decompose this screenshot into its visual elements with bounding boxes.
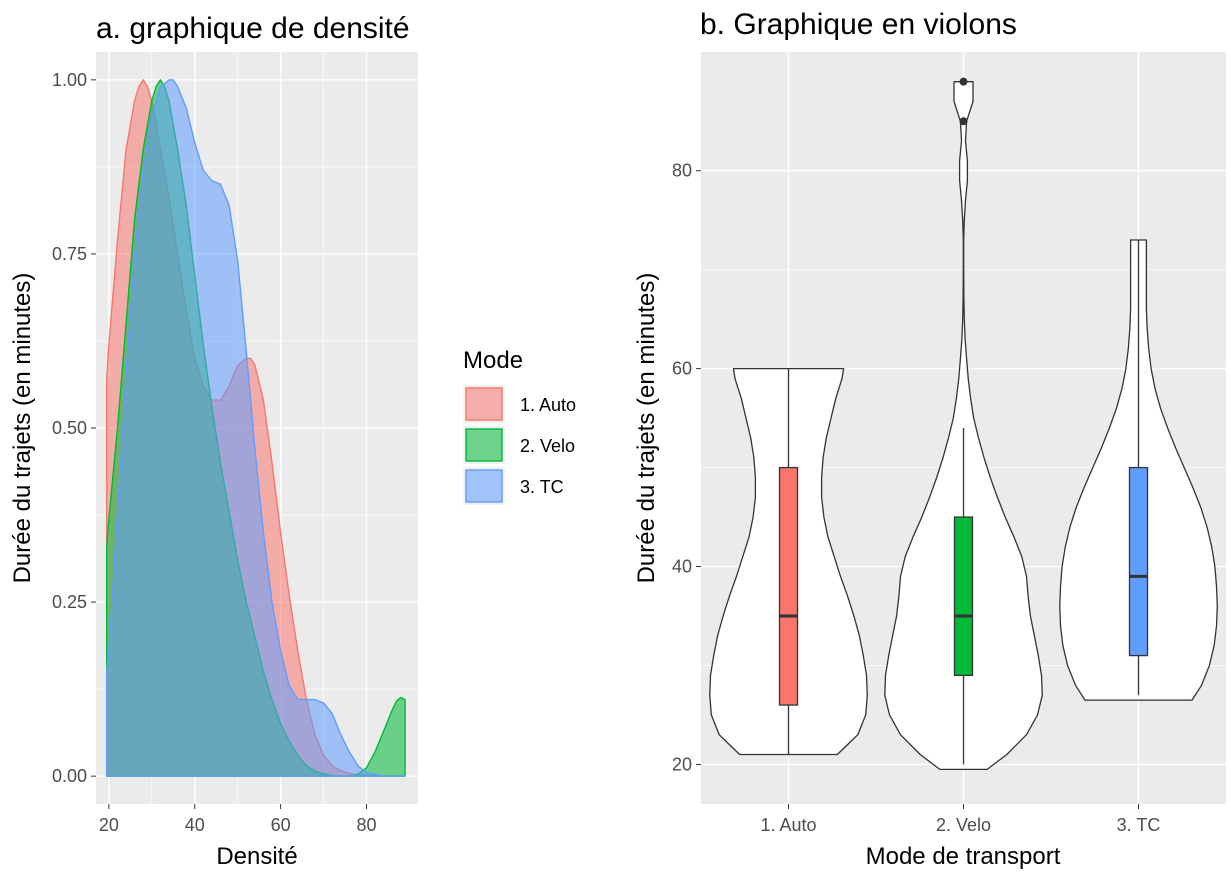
legend-items: 1. Auto 2. Velo 3. TC xyxy=(463,385,576,505)
panel-b-x-axis-title: Mode de transport xyxy=(866,843,1061,870)
panel-a-ticks: 20 40 60 80 0.00 0.25 0.50 0.75 1.00 xyxy=(52,70,377,835)
panel-b-violins xyxy=(709,77,1218,771)
box-1-auto xyxy=(778,466,799,706)
x-tick-label: 3. TC xyxy=(1117,815,1161,835)
x-tick-label: 60 xyxy=(271,815,291,835)
y-tick-label: 1.00 xyxy=(52,70,87,90)
panel-a-x-axis-title: Densité xyxy=(216,843,297,870)
x-tick-label: 40 xyxy=(185,815,205,835)
box-2-velo xyxy=(953,516,974,677)
x-tick-label: 20 xyxy=(99,815,119,835)
y-tick-label: 40 xyxy=(672,557,692,577)
legend-swatch-2-velo xyxy=(465,428,503,462)
panel-b-y-axis-title: Durée du trajets (en minutes) xyxy=(633,273,660,584)
panel-a: a. graphique de densité 20 40 60 80 0.00 0.25… xyxy=(9,12,418,870)
x-tick-label: 80 xyxy=(356,815,376,835)
legend-title: Mode xyxy=(463,347,523,374)
y-tick-label: 20 xyxy=(672,754,692,774)
panel-a-y-axis-title: Durée du trajets (en minutes) xyxy=(9,273,36,584)
y-tick-label: 0.50 xyxy=(52,418,87,438)
violin-2-velo xyxy=(884,81,1043,771)
panel-b-title: b. Graphique en violons xyxy=(700,8,1017,41)
outlier-point xyxy=(959,77,968,86)
box-3-tc xyxy=(1128,466,1149,657)
y-tick-label: 0.00 xyxy=(52,766,87,786)
outlier-point xyxy=(959,117,968,126)
panel-a-title: a. graphique de densité xyxy=(96,12,410,45)
y-tick-label: 80 xyxy=(672,161,692,181)
legend-swatch-3-tc xyxy=(465,469,503,503)
legend-label: 2. Velo xyxy=(520,436,575,456)
density-area-3-tc xyxy=(106,79,406,777)
y-tick-label: 0.75 xyxy=(52,244,87,264)
x-tick-label: 2. Velo xyxy=(936,815,991,835)
x-tick-label: 1. Auto xyxy=(760,815,816,835)
legend-label: 1. Auto xyxy=(520,395,576,415)
y-tick-label: 60 xyxy=(672,359,692,379)
panel-b-ticks: 20 40 60 80 1. Auto 2. Velo 3. TC xyxy=(672,161,1160,835)
legend-label: 3. TC xyxy=(520,477,564,497)
panel-a-areas xyxy=(106,79,406,777)
legend: Mode 1. Auto 2. Velo 3. TC xyxy=(463,347,576,505)
y-tick-label: 0.25 xyxy=(52,592,87,612)
legend-swatch-1-auto xyxy=(465,387,503,421)
